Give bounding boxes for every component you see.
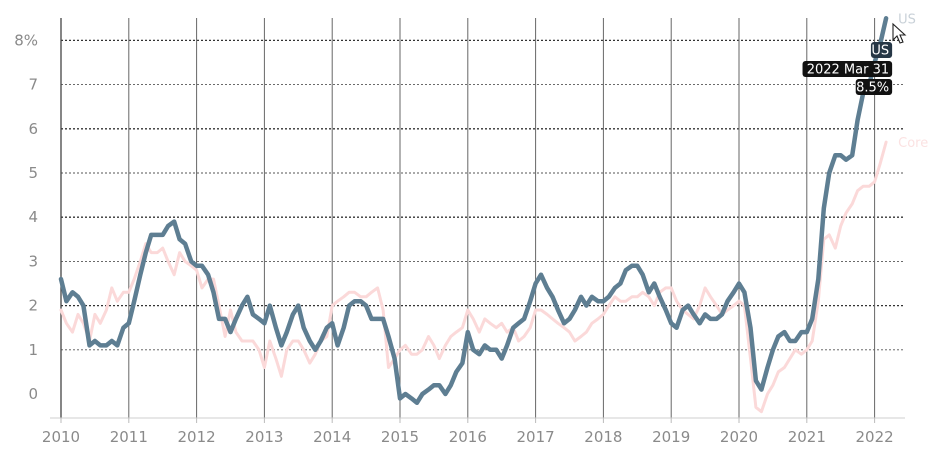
x-tick-label: 2016 (449, 428, 487, 446)
horizontal-gridlines (61, 39, 905, 351)
x-tick-label: 2018 (584, 428, 622, 446)
y-axis-ticks: 0 1 2 3 4 5 6 7 8% (14, 31, 38, 403)
y-tick-label: 5 (28, 164, 38, 182)
x-tick-label: 2015 (381, 428, 419, 446)
tooltip-date: 2022 Mar 31 (807, 63, 889, 78)
y-tick-label: 6 (28, 120, 38, 138)
tooltip-value-box (855, 79, 893, 95)
y-tick-label: 1 (28, 341, 38, 359)
tooltip-series-label: US (871, 44, 889, 59)
series-line-us (58, 16, 889, 406)
series-end-label: Core (898, 136, 928, 151)
tooltip-date-box (802, 61, 893, 77)
series-end-label: US (898, 12, 916, 27)
series-line-core (59, 140, 888, 414)
y-tick-label: 4 (28, 208, 38, 226)
y-tick-label: 2 (28, 297, 38, 315)
y-tick-label: 7 (28, 76, 38, 94)
series-lines (58, 16, 889, 414)
x-tick-label: 2013 (245, 428, 283, 446)
x-tick-label: 2021 (788, 428, 826, 446)
y-tick-label: 0 (28, 385, 38, 403)
hover-tooltip: US 2022 Mar 31 8.5% (802, 42, 893, 96)
tooltip-value: 8.5% (856, 81, 889, 96)
x-tick-label: 2019 (652, 428, 690, 446)
x-tick-label: 2010 (42, 428, 80, 446)
x-tick-label: 2012 (178, 428, 216, 446)
x-tick-label: 2020 (720, 428, 758, 446)
mouse-cursor-icon (892, 22, 907, 44)
x-tick-label: 2011 (110, 428, 148, 446)
x-tick-label: 2017 (517, 428, 555, 446)
x-tick-label: 2014 (313, 428, 351, 446)
x-axis-ticks: 2010 2011 2012 2013 2014 2015 2016 2017 2018 2019… (42, 418, 894, 446)
x-tick-label: 2022 (856, 428, 894, 446)
tooltip-series-label-box (870, 42, 893, 58)
y-tick-label: 8% (14, 31, 38, 49)
y-tick-label: 3 (28, 252, 38, 270)
series-end-labels: US Core (898, 12, 928, 151)
